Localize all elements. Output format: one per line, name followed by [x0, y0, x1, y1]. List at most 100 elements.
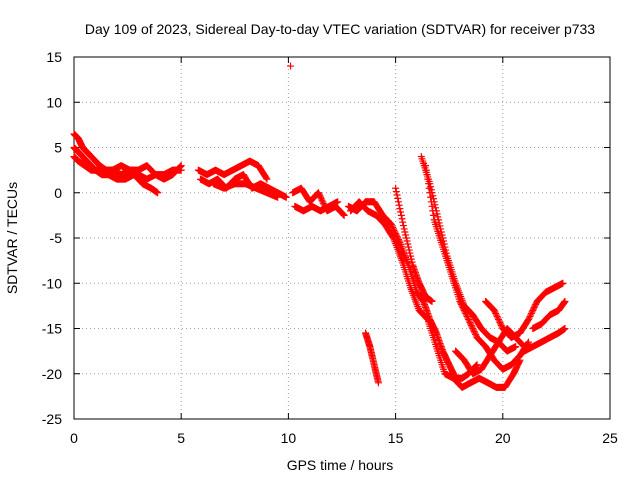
- data-point: [319, 198, 327, 206]
- data-point: [422, 314, 430, 322]
- data-point: [393, 191, 401, 199]
- data-point: [512, 343, 520, 351]
- data-point: [491, 308, 499, 316]
- data-point: [525, 338, 533, 346]
- data-point: [472, 331, 480, 339]
- data-point: [427, 193, 435, 201]
- data-point: [433, 210, 441, 218]
- data-point: [404, 240, 412, 248]
- data-point: [423, 171, 431, 179]
- data-point: [176, 163, 184, 171]
- data-point: [492, 311, 500, 319]
- data-point: [559, 279, 567, 287]
- data-point: [406, 249, 414, 257]
- data-point: [389, 233, 397, 241]
- data-point: [470, 328, 478, 336]
- series-outlier: [287, 62, 295, 70]
- data-point: [402, 231, 410, 239]
- data-point: [529, 306, 537, 314]
- data-point: [424, 175, 432, 183]
- data-point: [464, 315, 472, 323]
- data-point: [317, 193, 325, 201]
- data-point: [561, 297, 569, 305]
- x-tick-label: 0: [70, 430, 78, 446]
- y-tick-label: -15: [42, 321, 62, 337]
- data-point: [492, 309, 500, 317]
- data-point: [457, 299, 465, 307]
- x-tick-label: 20: [495, 430, 511, 446]
- data-point: [402, 234, 410, 242]
- gridlines: [74, 57, 610, 419]
- data-point: [530, 303, 538, 311]
- data-point: [408, 258, 416, 266]
- data-point: [465, 317, 473, 325]
- y-tick-label: 15: [46, 49, 62, 65]
- data-point: [429, 207, 437, 215]
- data-point: [282, 193, 290, 201]
- data-point: [464, 314, 472, 322]
- data-point: [392, 188, 400, 196]
- x-tick-label: 15: [388, 430, 404, 446]
- data-point: [400, 225, 408, 233]
- data-point: [467, 321, 475, 329]
- data-point: [427, 198, 435, 206]
- data-point: [403, 237, 411, 245]
- series-track-4: [194, 157, 271, 183]
- data-point: [468, 323, 476, 331]
- data-point: [397, 211, 405, 219]
- y-tick-label: 5: [54, 140, 62, 156]
- data-point: [469, 325, 477, 332]
- data-point: [493, 312, 501, 320]
- data-point: [395, 201, 403, 209]
- data-point: [399, 222, 407, 230]
- y-tick-label: -10: [42, 275, 62, 291]
- x-tick-label: 25: [602, 430, 618, 446]
- data-point: [456, 297, 464, 305]
- data-point: [457, 300, 465, 308]
- x-tick-label: 5: [177, 430, 185, 446]
- data-point: [496, 318, 504, 326]
- data-point: [525, 314, 533, 322]
- data-point: [472, 361, 480, 369]
- data-point: [392, 184, 400, 192]
- x-tick-labels: 0 5 10 15 20 25: [70, 430, 618, 446]
- data-point: [374, 379, 382, 387]
- data-point: [428, 202, 436, 210]
- data-point: [396, 205, 404, 213]
- data-point: [399, 218, 407, 226]
- series-track-13: [422, 162, 533, 373]
- y-tick-label: 0: [54, 185, 62, 201]
- data-point: [490, 306, 498, 314]
- data-point: [524, 339, 532, 347]
- data-point: [340, 211, 348, 219]
- data-point: [394, 198, 402, 206]
- data-point: [387, 220, 395, 228]
- series-track-8: [291, 198, 342, 215]
- data-point: [339, 211, 347, 219]
- data-point: [287, 62, 295, 70]
- data-point: [459, 305, 467, 313]
- data-point: [318, 196, 326, 204]
- data-point: [525, 315, 533, 323]
- data-point: [458, 302, 466, 310]
- data-series: [70, 62, 569, 391]
- data-point: [473, 361, 481, 369]
- data-point: [263, 175, 271, 183]
- data-point: [425, 184, 433, 192]
- data-point: [561, 325, 569, 332]
- data-point: [434, 213, 442, 221]
- data-point: [531, 302, 539, 310]
- x-axis-label: GPS time / hours: [287, 457, 394, 473]
- series-track-11: [392, 184, 436, 305]
- data-point: [407, 255, 415, 263]
- y-axis-label: SDTVAR / TECUs: [4, 182, 20, 294]
- data-point: [405, 246, 413, 254]
- data-point: [315, 190, 323, 198]
- data-point: [472, 362, 480, 370]
- data-point: [401, 228, 409, 236]
- y-tick-label: 10: [46, 94, 62, 110]
- data-point: [317, 195, 325, 203]
- data-point: [497, 321, 505, 329]
- data-point: [495, 315, 503, 323]
